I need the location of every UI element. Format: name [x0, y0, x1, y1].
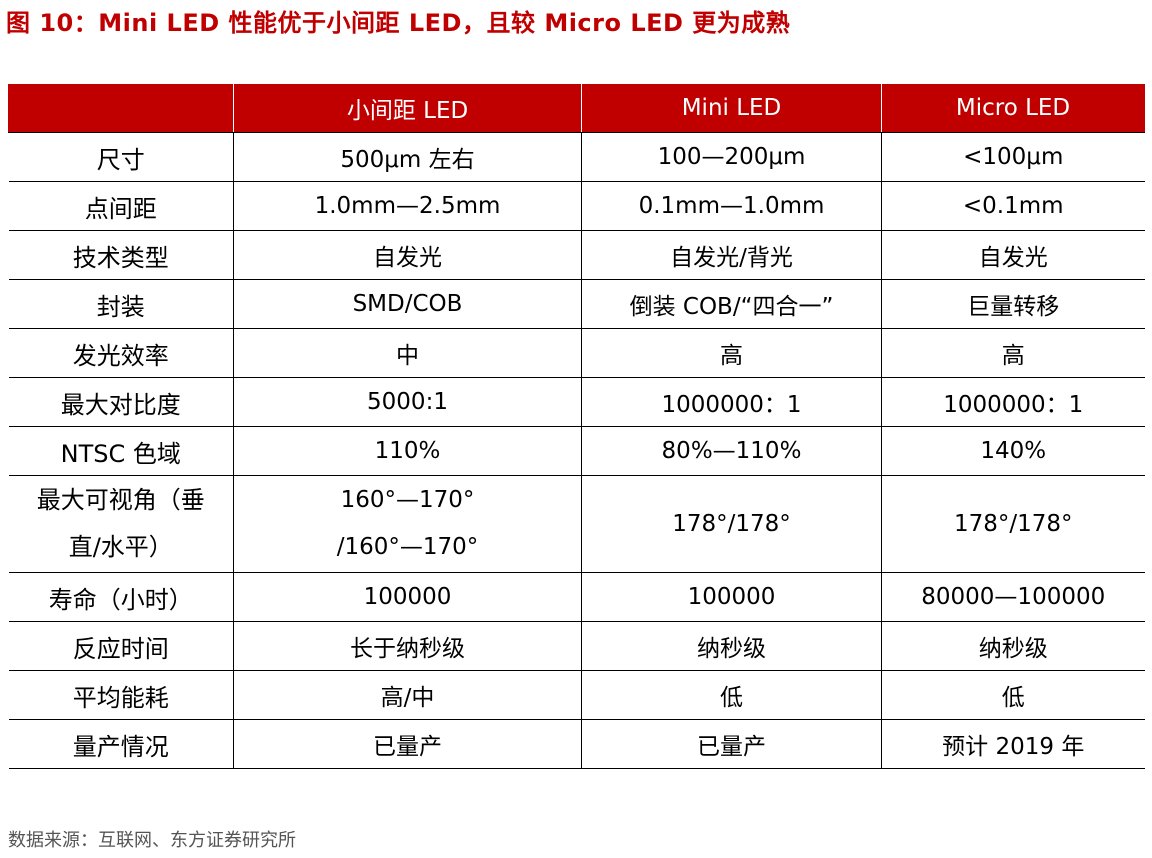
table-cell: <0.1mm: [881, 181, 1145, 231]
cell-line: /160°—170°: [336, 534, 479, 560]
table-cell: 1000000：1: [581, 377, 882, 427]
table-cell: 高: [881, 328, 1145, 378]
row-label: 平均能耗: [8, 670, 234, 720]
table-cell: 低: [881, 670, 1145, 720]
header-micro-led: Micro LED: [881, 84, 1145, 133]
table-row: 平均能耗 高/中 低 低: [8, 670, 1145, 720]
table-cell: 100000: [581, 572, 882, 622]
row-label: NTSC 色域: [8, 426, 234, 476]
row-label: 发光效率: [8, 328, 234, 378]
row-label: 技术类型: [8, 230, 234, 280]
table-cell: 已量产: [581, 719, 882, 769]
table-cell: 纳秒级: [581, 621, 882, 671]
table-cell: <100μm: [881, 132, 1145, 182]
table-cell: 低: [581, 670, 882, 720]
row-label: 封装: [8, 279, 234, 329]
table-row: 发光效率 中 高 高: [8, 328, 1145, 378]
table-cell: 110%: [233, 426, 582, 476]
table-cell: 100000: [233, 572, 582, 622]
table-cell: 80%—110%: [581, 426, 882, 476]
table-cell: 已量产: [233, 719, 582, 769]
table-cell: 80000—100000: [881, 572, 1145, 622]
source-note: 数据来源：互联网、东方证券研究所: [8, 830, 296, 851]
row-label: 寿命（小时）: [8, 572, 234, 622]
table-cell: 160°—170° /160°—170°: [233, 475, 582, 573]
table-cell: 5000:1: [233, 377, 582, 427]
table-cell: 预计 2019 年: [881, 719, 1145, 769]
row-label: 最大对比度: [8, 377, 234, 427]
table-cell: 1000000：1: [881, 377, 1145, 427]
comparison-table: 小间距 LED Mini LED Micro LED 尺寸 500μm 左右 1…: [8, 84, 1145, 769]
table-cell: 长于纳秒级: [233, 621, 582, 671]
row-label: 量产情况: [8, 719, 234, 769]
row-label: 尺寸: [8, 132, 234, 182]
table-cell: 高: [581, 328, 882, 378]
table-cell: 高/中: [233, 670, 582, 720]
row-label-line: 最大可视角（垂: [36, 486, 205, 514]
table-cell: 178°/178°: [581, 475, 882, 573]
table-cell: 自发光/背光: [581, 230, 882, 280]
table-row: 尺寸 500μm 左右 100—200μm <100μm: [8, 132, 1145, 182]
table-row: 量产情况 已量产 已量产 预计 2019 年: [8, 719, 1145, 769]
row-label: 最大可视角（垂 直/水平）: [8, 475, 234, 573]
table-row: 反应时间 长于纳秒级 纳秒级 纳秒级: [8, 621, 1145, 671]
table-cell: 中: [233, 328, 582, 378]
table-row: 技术类型 自发光 自发光/背光 自发光: [8, 230, 1145, 280]
header-small-pitch-led: 小间距 LED: [233, 84, 582, 133]
table-cell: 178°/178°: [881, 475, 1145, 573]
table-cell: 500μm 左右: [233, 132, 582, 182]
header-corner: [8, 84, 234, 133]
table-row: 最大对比度 5000:1 1000000：1 1000000：1: [8, 377, 1145, 427]
table-row: 封装 SMD/COB 倒装 COB/“四合一” 巨量转移: [8, 279, 1145, 329]
table-cell: 纳秒级: [881, 621, 1145, 671]
table-cell: SMD/COB: [233, 279, 582, 329]
table-row: NTSC 色域 110% 80%—110% 140%: [8, 426, 1145, 476]
header-mini-led: Mini LED: [581, 84, 882, 133]
table-header-row: 小间距 LED Mini LED Micro LED: [8, 84, 1145, 133]
row-label-line: 直/水平）: [68, 533, 173, 561]
table-cell: 倒装 COB/“四合一”: [581, 279, 882, 329]
cell-line: 160°—170°: [340, 487, 475, 513]
table-cell: 0.1mm—1.0mm: [581, 181, 882, 231]
table-cell: 自发光: [881, 230, 1145, 280]
table-cell: 自发光: [233, 230, 582, 280]
table-row: 点间距 1.0mm—2.5mm 0.1mm—1.0mm <0.1mm: [8, 181, 1145, 231]
table-cell: 巨量转移: [881, 279, 1145, 329]
row-label: 反应时间: [8, 621, 234, 671]
table-cell: 140%: [881, 426, 1145, 476]
table-cell: 1.0mm—2.5mm: [233, 181, 582, 231]
figure-title: 图 10：Mini LED 性能优于小间距 LED，且较 Micro LED 更…: [6, 9, 791, 37]
table-row: 寿命（小时） 100000 100000 80000—100000: [8, 572, 1145, 622]
table-cell: 100—200μm: [581, 132, 882, 182]
row-label: 点间距: [8, 181, 234, 231]
table-row: 最大可视角（垂 直/水平） 160°—170° /160°—170° 178°/17…: [8, 475, 1145, 573]
